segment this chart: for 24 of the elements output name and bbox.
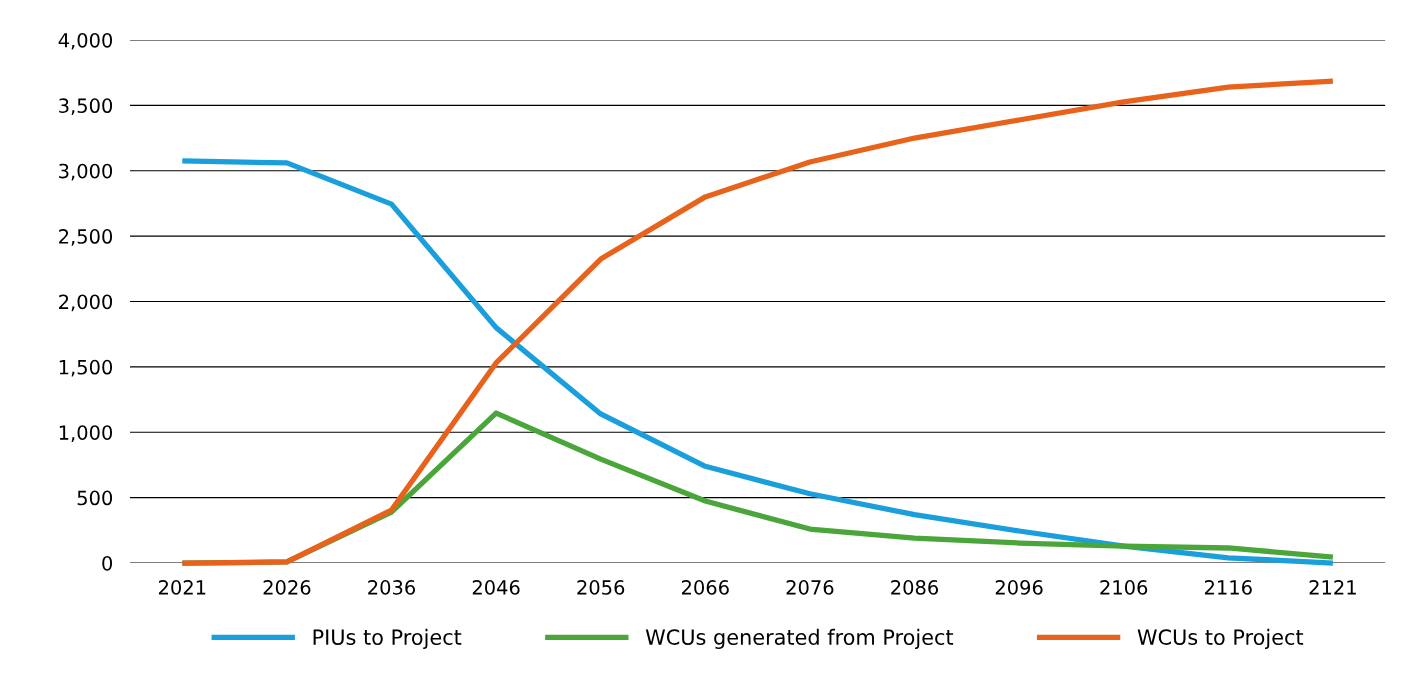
x-tick-label: 2086 (891, 580, 939, 595)
x-tick-label: 2026 (263, 580, 311, 595)
y-tick-label: 1,500 (59, 359, 113, 377)
x-tick-label: 2056 (577, 580, 625, 595)
y-tick-label: 3,000 (59, 163, 113, 181)
legend-label: PIUs to Project (313, 628, 462, 650)
y-tick-label: 3,500 (59, 98, 113, 116)
y-tick-label: 1,000 (59, 425, 113, 442)
x-tick-label: 2076 (786, 580, 834, 595)
y-tick-label: 4,000 (58, 32, 113, 50)
legend-label: WCUs to Project (1137, 628, 1304, 650)
y-tick-label: 2,500 (59, 229, 113, 246)
x-tick-label: 2066 (681, 580, 729, 595)
legend-label: WCUs generated from Project (645, 628, 954, 650)
y-tick-label: 0 (102, 555, 113, 571)
x-tick-label: 2046 (472, 580, 520, 595)
x-tick-label: 2021 (158, 580, 206, 595)
x-tick-label: 2106 (1100, 580, 1148, 595)
x-tick-label: 2036 (368, 580, 416, 595)
x-tick-label: 2096 (995, 580, 1043, 595)
x-tick-label: 2121 (1309, 580, 1356, 595)
x-tick-label: 2116 (1204, 580, 1252, 595)
y-tick-label: 2,000 (59, 294, 113, 312)
y-tick-label: 500 (77, 490, 113, 506)
